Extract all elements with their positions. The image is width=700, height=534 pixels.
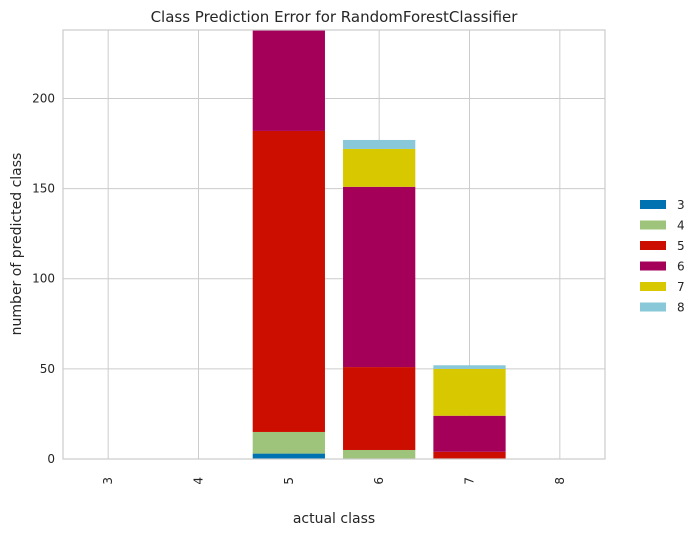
bar-segment — [433, 365, 506, 369]
bar-segment — [343, 449, 416, 459]
grid — [63, 30, 605, 460]
bar-segment — [433, 415, 506, 452]
x-tick-label: 4 — [192, 477, 206, 485]
y-tick-label: 150 — [32, 182, 55, 196]
legend-swatch — [640, 302, 666, 312]
y-tick-label: 0 — [47, 452, 55, 466]
plot-frame — [62, 29, 606, 460]
legend: 3 4 5 6 7 8 — [640, 198, 685, 315]
bar-segment — [252, 130, 325, 432]
bar-segment — [433, 451, 506, 459]
bar-segment — [252, 431, 325, 454]
x-tick-label: 5 — [282, 477, 296, 485]
bar-segment — [343, 139, 416, 149]
bar-segment — [343, 367, 416, 450]
x-tick-label: 8 — [553, 477, 567, 485]
chart-title: Class Prediction Error for RandomForestC… — [151, 8, 519, 26]
y-tick-label: 100 — [32, 272, 55, 286]
bar-segment — [343, 148, 416, 187]
bar-segment — [252, 30, 325, 131]
x-axis-label: actual class — [293, 511, 375, 527]
bar-segment — [343, 186, 416, 368]
legend-label: 4 — [677, 219, 685, 233]
legend-label: 5 — [677, 239, 685, 253]
y-axis-ticks: 0 50 100 150 200 — [32, 91, 55, 466]
x-tick-label: 3 — [101, 477, 115, 485]
plot-border — [62, 29, 606, 460]
legend-label: 8 — [677, 301, 685, 315]
bar-segment — [252, 453, 325, 459]
x-tick-label: 7 — [463, 477, 477, 485]
legend-label: 7 — [677, 280, 685, 294]
y-axis-label: number of predicted class — [9, 153, 25, 336]
x-tick-label: 6 — [372, 477, 386, 485]
plot-area — [63, 30, 605, 459]
legend-swatch — [640, 261, 666, 271]
legend-label: 3 — [677, 198, 685, 212]
legend-swatch — [640, 220, 666, 230]
bar-segment — [433, 368, 506, 416]
x-axis-ticks: 3 4 5 6 7 8 — [101, 477, 567, 485]
legend-swatch — [640, 282, 666, 291]
y-tick-label: 50 — [40, 362, 55, 376]
legend-swatch — [640, 200, 666, 209]
legend-swatch — [640, 241, 666, 250]
legend-label: 6 — [677, 260, 685, 274]
bars — [252, 30, 506, 459]
y-tick-label: 200 — [32, 91, 55, 105]
